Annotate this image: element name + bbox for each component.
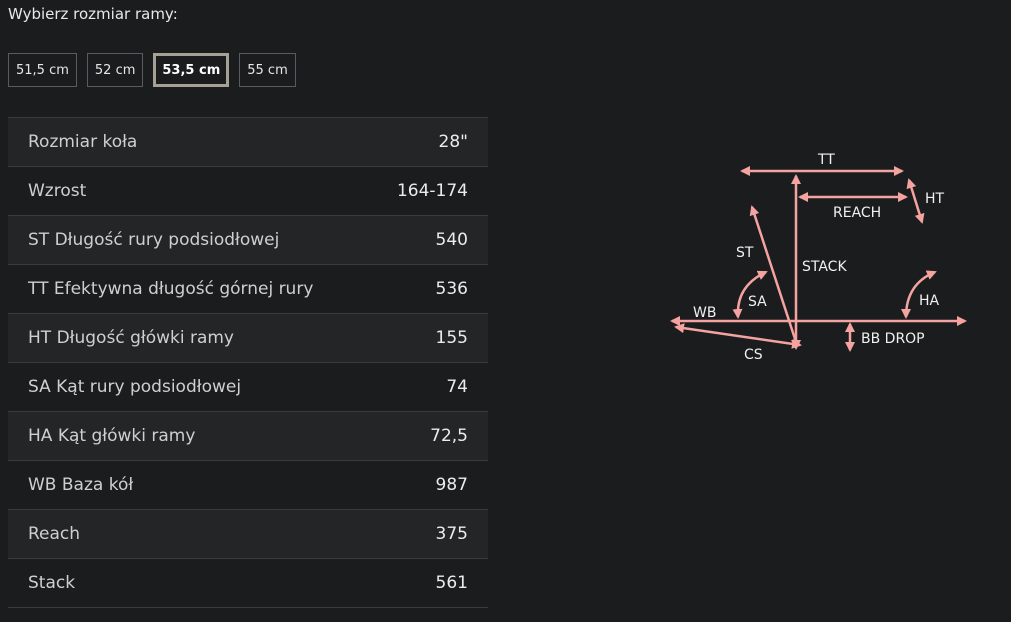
cs-label: CS: [744, 347, 763, 363]
table-row: TT Efektywna długość górnej rury 536: [8, 265, 488, 314]
spec-label: HA Kąt główki ramy: [28, 426, 196, 446]
spec-value: 540: [435, 230, 468, 250]
spec-label: TT Efektywna długość górnej rury: [28, 279, 314, 299]
spec-value: 155: [435, 328, 468, 348]
geometry-table: Rozmiar koła 28" Wzrost 164-174 ST Długo…: [8, 117, 488, 608]
st-label: ST: [736, 245, 754, 261]
spec-label: Stack: [28, 573, 76, 593]
table-row: WB Baza kół 987: [8, 461, 488, 510]
table-row: Rozmiar koła 28": [8, 118, 488, 167]
spec-value: 561: [435, 573, 468, 593]
spec-value: 28": [438, 132, 468, 152]
ht-arrow: [906, 178, 925, 224]
stack-label: STACK: [802, 259, 847, 275]
ht-label: HT: [925, 191, 945, 207]
spec-value: 375: [435, 524, 468, 544]
frame-geometry-diagram: TT HT REACH ST STACK SA HA WB CS BB DROP: [670, 152, 967, 363]
size-button-51-5[interactable]: 51,5 cm: [8, 53, 77, 87]
table-row: SA Kąt rury podsiodłowej 74: [8, 363, 488, 412]
table-row: HA Kąt główki ramy 72,5: [8, 412, 488, 461]
spec-label: ST Długość rury podsiodłowej: [28, 230, 280, 250]
spec-label: Rozmiar koła: [28, 132, 138, 152]
spec-label: SA Kąt rury podsiodłowej: [28, 377, 242, 397]
size-heading: Wybierz rozmiar ramy:: [8, 5, 178, 23]
spec-label: HT Długość główki ramy: [28, 328, 234, 348]
table-row: Wzrost 164-174: [8, 167, 488, 216]
spec-value: 74: [446, 377, 468, 397]
spec-label: WB Baza kół: [28, 475, 134, 495]
tt-label: TT: [817, 152, 835, 168]
sa-arc: [732, 270, 768, 319]
reach-label: REACH: [833, 205, 881, 221]
spec-label: Reach: [28, 524, 81, 544]
table-row: Reach 375: [8, 510, 488, 559]
size-selector: 51,5 cm 52 cm 53,5 cm 55 cm: [8, 53, 306, 87]
spec-value: 164-174: [396, 181, 468, 201]
table-row: HT Długość główki ramy 155: [8, 314, 488, 363]
spec-value: 987: [435, 475, 468, 495]
ha-arc: [901, 270, 937, 319]
ha-label: HA: [919, 293, 940, 309]
spec-label: Wzrost: [28, 181, 87, 201]
size-button-53-5[interactable]: 53,5 cm: [153, 53, 230, 87]
sa-label: SA: [748, 294, 767, 310]
size-button-55[interactable]: 55 cm: [239, 53, 296, 87]
table-row: Stack 561: [8, 559, 488, 608]
cs-arrow: [674, 323, 802, 349]
size-button-52[interactable]: 52 cm: [86, 53, 144, 87]
wb-label: WB: [693, 305, 716, 321]
spec-value: 536: [435, 279, 468, 299]
spec-value: 72,5: [430, 426, 468, 446]
bb-drop-label: BB DROP: [861, 331, 925, 347]
table-row: ST Długość rury podsiodłowej 540: [8, 216, 488, 265]
